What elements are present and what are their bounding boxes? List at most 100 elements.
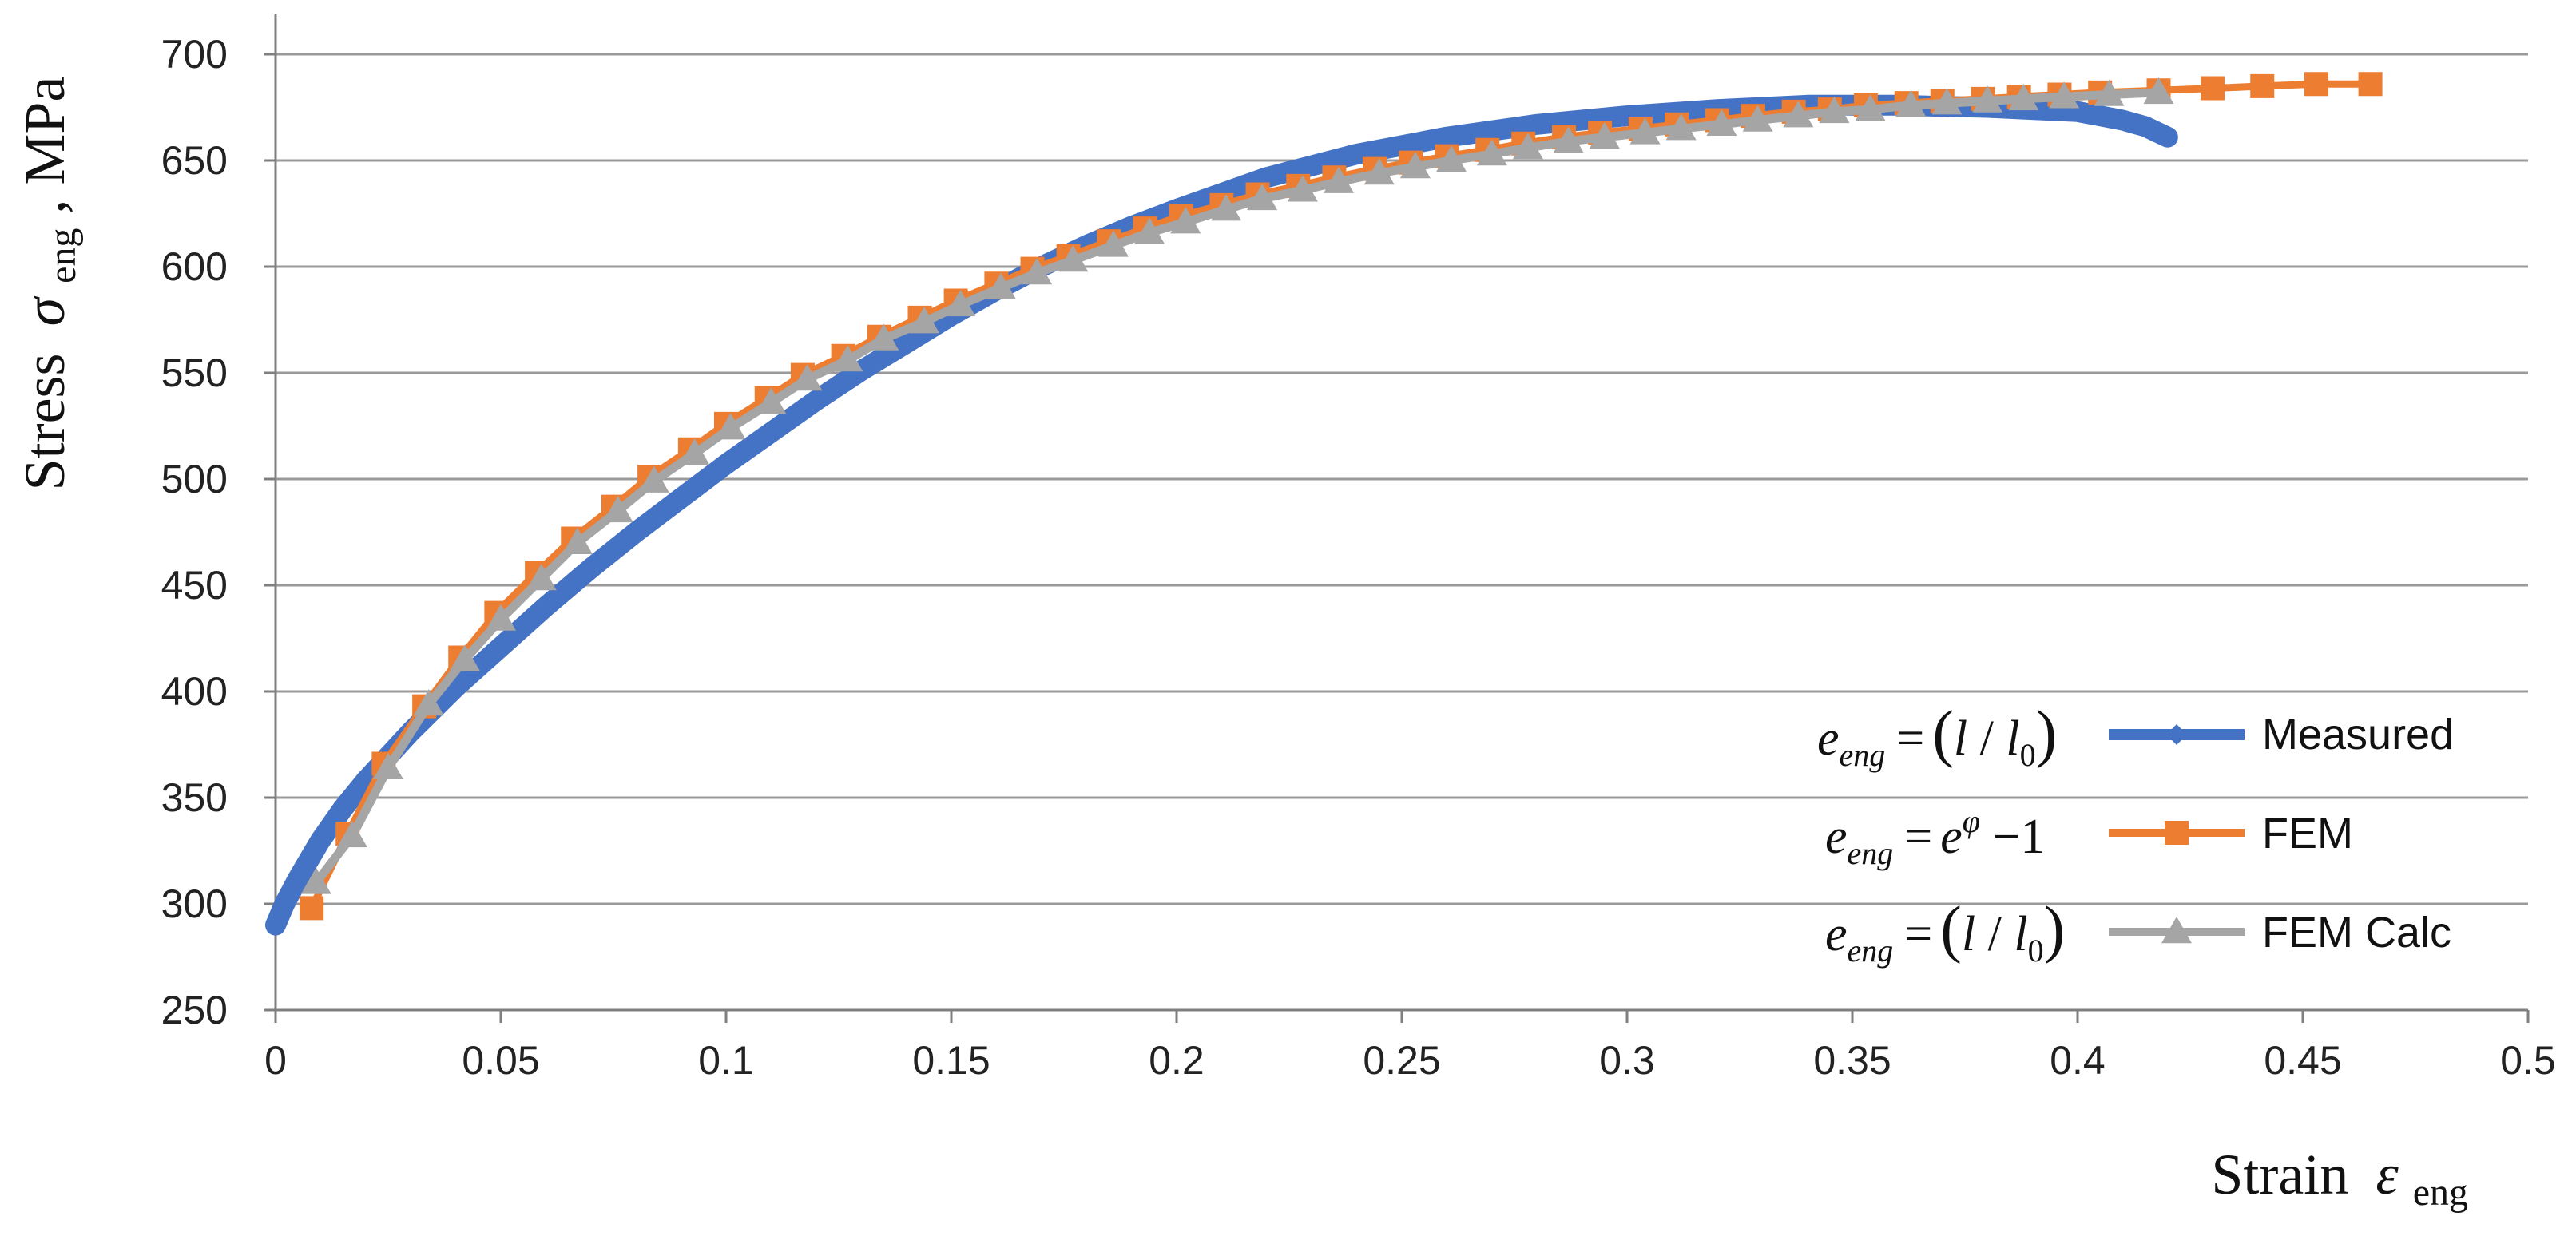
data-point <box>1972 85 2003 113</box>
y-tick-label: 550 <box>161 351 228 395</box>
data-point <box>1324 166 1355 193</box>
data-point <box>1931 88 1963 115</box>
data-point <box>1098 230 1129 257</box>
x-tick-label: 0.2 <box>1149 1038 1205 1083</box>
y-tick-label: 600 <box>161 244 228 289</box>
data-point <box>300 896 324 921</box>
formula-lhs-sub: eng <box>1848 933 1894 969</box>
data-point <box>413 688 444 716</box>
legend-label-measured: Measured <box>2262 711 2454 759</box>
y-axis-title: Stress σ eng , MPa <box>13 77 88 491</box>
formula-close-paren: ) <box>2036 699 2058 769</box>
data-point <box>2358 72 2383 97</box>
data-point <box>1211 194 1242 221</box>
legend-entry-fem: eeng = eφ −1 FEM <box>1825 803 2353 871</box>
data-point <box>2049 81 2080 109</box>
formula-e: e <box>1940 810 1963 864</box>
x-tick-label: 0.45 <box>2264 1038 2341 1083</box>
formula-equals: = <box>1904 810 1932 864</box>
x-axis-subscript: eng <box>2413 1171 2468 1214</box>
x-tick-label: 0.3 <box>1599 1038 1655 1083</box>
formula-l0: l <box>2006 711 2019 766</box>
data-point <box>868 323 899 351</box>
data-point <box>909 307 940 334</box>
axes <box>264 14 2530 1023</box>
data-point <box>638 465 669 493</box>
data-point <box>986 272 1017 299</box>
data-point <box>1742 105 1773 132</box>
x-tick-label: 0.25 <box>1363 1038 1440 1083</box>
formula-slash: / <box>1975 907 2014 961</box>
formula-l: l <box>1962 907 1975 961</box>
y-tick-label: 500 <box>161 457 228 501</box>
x-tick-label: 0.4 <box>2050 1038 2106 1083</box>
formula-minus-one: −1 <box>1980 810 2045 864</box>
x-axis-title: Strain ε eng <box>2211 1143 2468 1214</box>
y-axis-unit: , MPa <box>13 77 77 214</box>
data-point <box>1665 113 1697 141</box>
x-tick-label: 0.1 <box>698 1038 754 1083</box>
legend-formula-fem: eeng = eφ −1 <box>1825 803 2045 871</box>
x-axis-label: Strain <box>2211 1143 2348 1206</box>
data-point <box>602 495 633 523</box>
formula-open-paren: ( <box>1932 699 1954 769</box>
data-point <box>1476 139 1507 166</box>
series-fem-calc <box>300 77 2174 894</box>
formula-l0-sub: 0 <box>2028 933 2044 969</box>
legend-entry-fem-calc: eeng = (l / l0) FEM Calc <box>1825 894 2451 969</box>
legend-label-fem-calc: FEM Calc <box>2262 909 2451 957</box>
formula-lhs: e <box>1825 907 1848 961</box>
data-point <box>679 438 710 465</box>
data-point <box>1058 245 1089 272</box>
grid-lines <box>276 53 2528 905</box>
formula-l: l <box>1954 711 1967 766</box>
data-point <box>2094 79 2125 106</box>
data-point <box>300 867 331 894</box>
legend: eeng = (l / l0) Measured eeng = eφ −1 FEM ee… <box>1817 699 2454 969</box>
data-point <box>336 820 367 848</box>
y-tick-label: 350 <box>161 775 228 820</box>
legend-formula-measured: eeng = (l / l0) <box>1817 699 2057 773</box>
data-point <box>449 644 480 671</box>
data-point <box>2304 72 2328 97</box>
data-point <box>1589 121 1620 149</box>
data-point <box>1629 117 1661 145</box>
formula-phi-sup: φ <box>1963 803 1980 839</box>
data-point <box>1134 217 1165 244</box>
series-layer <box>265 72 2383 936</box>
formula-lhs: e <box>1825 810 1848 864</box>
x-axis-symbol: ε <box>2376 1143 2399 1206</box>
data-point <box>1363 157 1395 185</box>
x-tick-label: 0.15 <box>912 1038 990 1083</box>
formula-lhs-sub: eng <box>1848 835 1894 871</box>
data-point <box>2143 77 2174 105</box>
y-tick-label: 650 <box>161 138 228 183</box>
formula-equals: = <box>1904 907 1932 961</box>
x-tick-label: 0 <box>264 1038 287 1083</box>
data-point <box>1895 89 1927 117</box>
y-axis-subscript: eng <box>42 228 84 283</box>
data-point <box>1022 257 1053 285</box>
data-point <box>2008 83 2039 111</box>
data-point <box>562 527 593 555</box>
y-tick-label: 450 <box>161 563 228 608</box>
y-tick-label: 250 <box>161 988 228 1032</box>
data-point <box>792 363 823 391</box>
data-point <box>1706 109 1737 137</box>
formula-close-paren: ) <box>2044 894 2066 965</box>
data-point <box>1287 175 1318 202</box>
data-point <box>1399 151 1431 179</box>
series-line <box>265 94 2178 936</box>
formula-l0-sub: 0 <box>2020 737 2036 773</box>
data-point <box>526 564 557 591</box>
data-point <box>1247 183 1278 211</box>
formula-equals: = <box>1896 711 1924 766</box>
data-point <box>486 604 516 631</box>
data-point <box>1783 101 1814 128</box>
legend-entry-measured: eeng = (l / l0) Measured <box>1817 699 2454 773</box>
series-measured <box>265 94 2178 936</box>
data-point <box>1170 207 1201 234</box>
formula-lhs-sub: eng <box>1840 737 1886 773</box>
data-point <box>373 752 403 780</box>
